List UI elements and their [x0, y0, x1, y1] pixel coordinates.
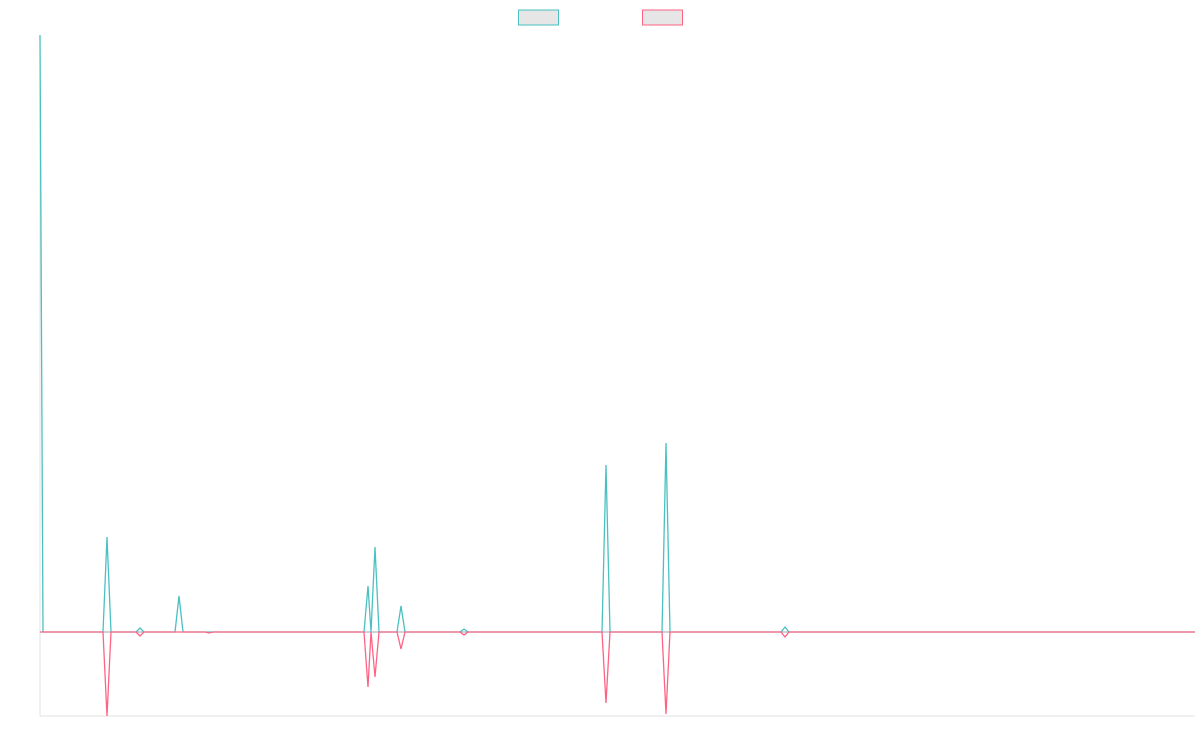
series-line [40, 631, 1195, 717]
legend-swatch [642, 9, 683, 26]
series-line [39, 34, 1195, 633]
legend-swatch [518, 9, 559, 26]
